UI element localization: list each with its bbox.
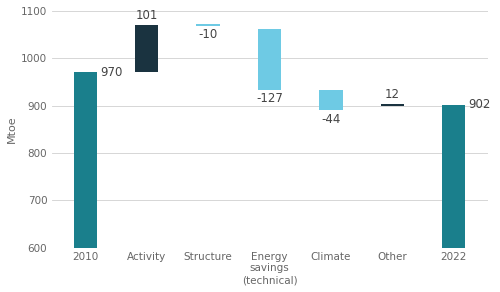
Bar [74,72,97,248]
Text: 101: 101 [136,9,158,22]
Bar [196,24,220,26]
Text: -127: -127 [256,92,283,105]
Bar [135,25,158,72]
Bar [442,105,466,248]
Text: 970: 970 [100,66,122,79]
Text: -44: -44 [322,113,340,126]
Text: -10: -10 [198,28,218,41]
Bar [320,90,342,110]
Bar [258,29,281,90]
Bar [380,104,404,106]
Text: 12: 12 [385,88,400,101]
Y-axis label: Mtoe: Mtoe [7,116,17,143]
Text: 902: 902 [468,98,491,111]
